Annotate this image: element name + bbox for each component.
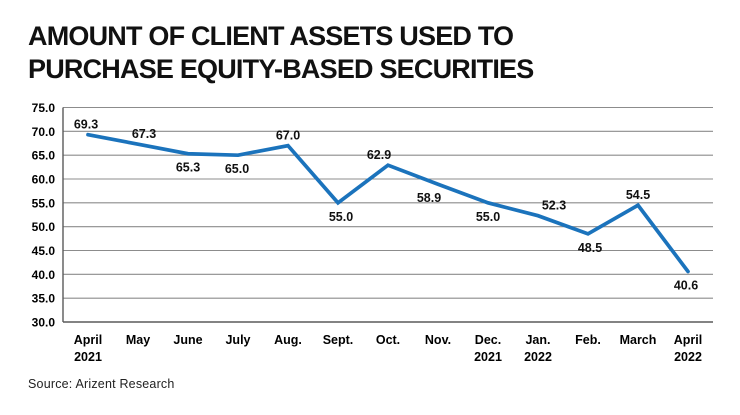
y-tick-label: 55.0 xyxy=(32,196,56,210)
chart-title-line-1: AMOUNT OF CLIENT ASSETS USED TO xyxy=(28,21,514,51)
data-point-label: 52.3 xyxy=(542,199,566,213)
data-point-label: 55.0 xyxy=(476,210,500,224)
x-tick-label: Jan. xyxy=(525,333,550,347)
y-tick-label: 70.0 xyxy=(32,125,56,139)
y-tick-label: 65.0 xyxy=(32,149,56,163)
data-point-label: 54.5 xyxy=(626,188,650,202)
chart-title-line-2: PURCHASE EQUITY-BASED SECURITIES xyxy=(28,54,534,84)
data-point-label: 67.3 xyxy=(132,127,156,141)
data-point-label: 40.6 xyxy=(674,278,698,292)
x-tick-label: July xyxy=(225,333,250,347)
x-tick-label: Dec. xyxy=(475,333,501,347)
x-tick-label: 2022 xyxy=(674,350,702,364)
x-tick-label: May xyxy=(126,333,150,347)
data-point-label: 65.3 xyxy=(176,161,200,175)
data-point-label: 65.0 xyxy=(225,162,249,176)
data-point-label: 67.0 xyxy=(276,129,300,143)
data-line xyxy=(86,132,690,274)
y-tick-label: 40.0 xyxy=(32,268,56,282)
data-point-label: 69.3 xyxy=(74,118,98,132)
y-tick-label: 30.0 xyxy=(32,316,56,330)
x-tick-label: 2021 xyxy=(474,350,502,364)
chart-title: AMOUNT OF CLIENT ASSETS USED TO PURCHASE… xyxy=(28,20,668,86)
x-tick-label: April xyxy=(674,333,702,347)
source-note: Source: Arizent Research xyxy=(28,377,175,391)
x-tick-label: 2021 xyxy=(74,350,102,364)
line-chart-svg: 75.0 70.0 65.0 60.0 55.0 50.0 45.0 40.0 35.0 30.0… xyxy=(32,101,713,364)
y-tick-label: 75.0 xyxy=(32,101,56,115)
y-tick-label: 60.0 xyxy=(32,173,56,187)
x-tick-label: Nov. xyxy=(425,333,451,347)
x-tick-label: Feb. xyxy=(575,333,601,347)
data-point-label: 58.9 xyxy=(417,191,441,205)
x-tick-label: June xyxy=(173,333,202,347)
y-tick-label: 45.0 xyxy=(32,244,56,258)
y-tick-label: 50.0 xyxy=(32,220,56,234)
data-point-label: 48.5 xyxy=(578,241,602,255)
y-tick-label: 35.0 xyxy=(32,292,56,306)
x-tick-label: March xyxy=(620,333,657,347)
x-tick-label: Aug. xyxy=(274,333,302,347)
x-tick-label: Sept. xyxy=(323,333,354,347)
x-tick-label: Oct. xyxy=(376,333,400,347)
x-tick-label: 2022 xyxy=(524,350,552,364)
x-tick-label: April xyxy=(74,333,102,347)
data-point-label: 55.0 xyxy=(329,210,353,224)
data-point-label: 62.9 xyxy=(367,148,391,162)
